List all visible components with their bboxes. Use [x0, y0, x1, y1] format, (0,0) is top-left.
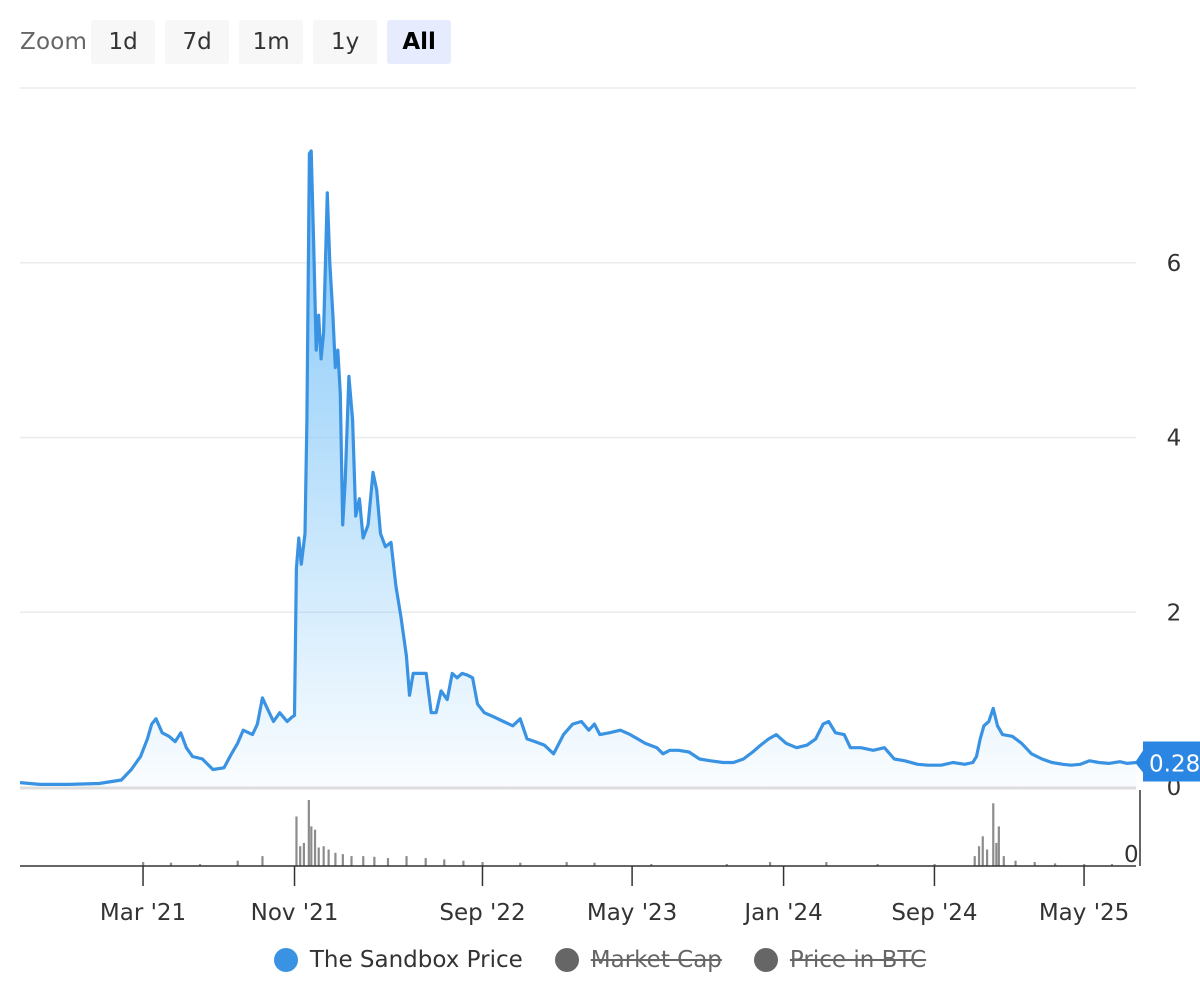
volume-bar: [295, 816, 298, 866]
axes: [20, 786, 1141, 886]
volume-bar: [169, 862, 173, 866]
volume-bar: [327, 849, 330, 866]
volume-bar: [768, 862, 772, 866]
x-tick-label: Mar '21: [100, 900, 186, 926]
volume-bar: [299, 846, 302, 866]
legend-item-sandbox-price[interactable]: The Sandbox Price: [273, 947, 523, 973]
zoom-7d-button[interactable]: 7d: [165, 20, 230, 64]
price-area: [20, 150, 1136, 787]
volume-bar: [322, 846, 325, 866]
volume-bar: [876, 864, 879, 866]
x-tick-label: Sep '22: [439, 900, 525, 926]
current-price-value: 0.28: [1149, 752, 1200, 778]
x-tick-label: May '25: [1039, 900, 1129, 926]
legend-marker: [273, 948, 298, 972]
volume-bar: [1083, 864, 1086, 866]
volume-bar: [350, 856, 353, 866]
legend-label: Price in BTC: [789, 947, 927, 973]
volume-bar: [650, 864, 653, 866]
volume-bar: [198, 864, 202, 866]
current-price-label: 0.28: [1135, 741, 1200, 782]
y-grid: [20, 87, 1136, 613]
legend-label: The Sandbox Price: [309, 947, 523, 973]
x-tick-label: Sep '24: [891, 900, 977, 926]
y-tick-label: 4: [1167, 426, 1182, 452]
volume-bar: [593, 862, 596, 866]
legend-item-market-cap[interactable]: Market Cap: [554, 947, 722, 973]
zoom-1d-button[interactable]: 1d: [91, 20, 156, 64]
x-tick-label: Nov '21: [251, 900, 339, 926]
legend: The Sandbox Price Market Cap Price in BT…: [0, 940, 1200, 980]
volume-bar: [142, 862, 145, 866]
current-price-tag: [1135, 741, 1200, 782]
volume-bar: [362, 856, 365, 866]
legend-marker: [753, 948, 778, 972]
volume-bar: [981, 836, 984, 866]
x-tick-label: Jan '24: [742, 900, 822, 926]
zoom-1m-button[interactable]: 1m: [239, 20, 304, 64]
volume-bar: [1002, 856, 1005, 866]
legend-marker: [554, 948, 579, 972]
volume-bar: [481, 862, 484, 866]
x-tick-label: May '23: [587, 900, 677, 926]
volume-bar: [405, 856, 408, 866]
volume-bar: [725, 864, 728, 866]
volume-bar: [973, 856, 976, 866]
volume-bar: [1033, 862, 1036, 866]
volume-bar: [317, 847, 320, 866]
volume-bar: [933, 864, 936, 866]
legend-label: Market Cap: [590, 947, 722, 973]
volume-bar: [985, 849, 989, 866]
volume-bar: [977, 846, 981, 866]
price-line: [20, 149, 1137, 786]
zoom-1y-button[interactable]: 1y: [313, 20, 378, 64]
y-tick-label: 6: [1167, 251, 1182, 277]
volume-bar: [519, 862, 522, 866]
volume-bars: [142, 800, 1114, 866]
zoom-all-button[interactable]: All: [387, 20, 452, 64]
volume-bar: [997, 826, 1000, 866]
volume-bar: [373, 856, 376, 866]
volume-bar: [236, 860, 239, 866]
volume-bar: [1054, 863, 1057, 866]
volume-bar: [386, 858, 390, 866]
volume-bar: [302, 842, 305, 866]
zoom-label: Zoom: [20, 29, 88, 55]
volume-bar: [334, 852, 337, 866]
volume-bar: [995, 842, 998, 866]
volume-bar: [565, 862, 568, 866]
volume-bar: [443, 859, 446, 866]
volume-y-tick-label: 0: [1124, 842, 1139, 868]
volume-bar: [424, 858, 427, 866]
volume-bar: [462, 860, 465, 866]
zoom-bar: Zoom 1d 7d 1m 1y All: [20, 20, 461, 64]
volume-bar: [261, 856, 264, 866]
volume-bar: [992, 803, 995, 866]
volume-bar: [825, 862, 828, 866]
y-tick-label: 2: [1167, 600, 1182, 626]
volume-bar: [313, 829, 317, 866]
legend-item-price-in-btc[interactable]: Price in BTC: [753, 947, 927, 973]
volume-bar: [1110, 864, 1114, 866]
volume-bar: [307, 800, 310, 866]
volume-bar: [1014, 860, 1017, 866]
volume-bar: [310, 826, 313, 866]
volume-bar: [341, 854, 344, 866]
